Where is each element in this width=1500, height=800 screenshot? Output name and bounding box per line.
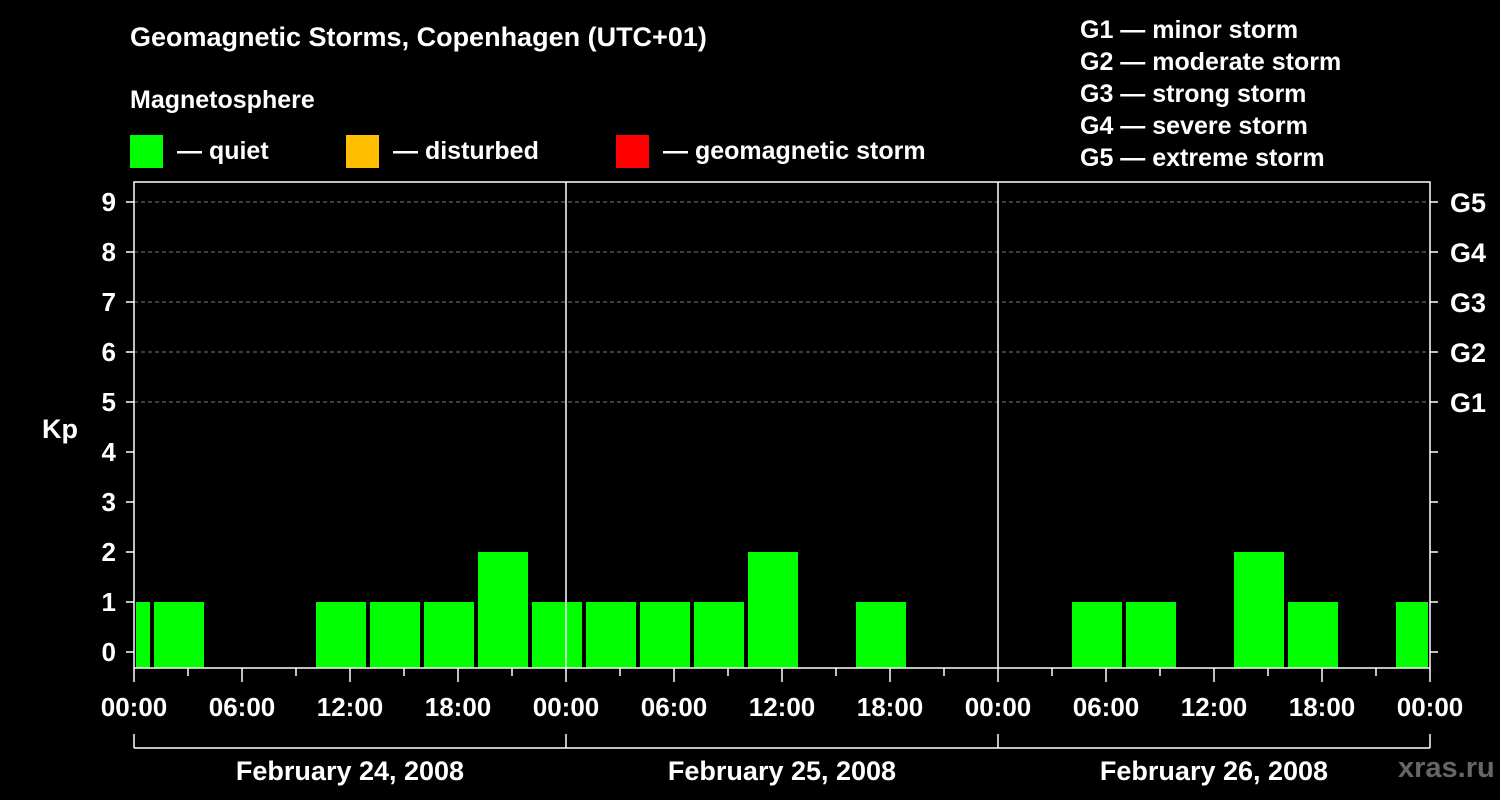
day-label: February 25, 2008	[668, 756, 896, 786]
kp-bar	[316, 602, 366, 668]
legend-swatch-storm	[616, 134, 649, 168]
legend-swatch-disturbed	[346, 134, 379, 168]
x-tick-label: 00:00	[965, 692, 1032, 722]
x-tick-label: 18:00	[857, 692, 924, 722]
x-tick-label: 00:00	[1397, 692, 1464, 722]
x-tick-label: 12:00	[1181, 692, 1248, 722]
g-level-label-g5: G5	[1450, 188, 1486, 218]
legend-label-storm: — geomagnetic storm	[663, 136, 926, 165]
y-tick-label: 4	[102, 437, 117, 467]
y-tick-label: 1	[102, 587, 116, 617]
y-tick-label: 2	[102, 537, 116, 567]
kp-bar	[424, 602, 474, 668]
x-tick-label: 06:00	[209, 692, 276, 722]
kp-bar	[586, 602, 636, 668]
storm-scale-legend: G1 — minor storm G2 — moderate storm G3 …	[1080, 14, 1341, 174]
x-tick-label: 12:00	[317, 692, 384, 722]
kp-bar	[532, 602, 582, 668]
y-tick-label: 6	[102, 337, 116, 367]
legend-label-quiet: — quiet	[177, 136, 269, 165]
legend-item-quiet: — quiet	[130, 134, 269, 168]
kp-bar	[154, 602, 204, 668]
kp-bar	[1396, 602, 1428, 668]
y-axis-label: Kp	[42, 414, 78, 444]
x-tick-label: 12:00	[749, 692, 816, 722]
kp-bar	[1072, 602, 1122, 668]
storm-scale-g1: G1 — minor storm	[1080, 16, 1299, 44]
kp-bar	[1234, 552, 1284, 668]
legend-swatch-quiet	[130, 134, 163, 168]
day-label: February 26, 2008	[1100, 756, 1328, 786]
y-tick-label: 5	[102, 387, 116, 417]
storm-scale-g2: G2 — moderate storm	[1080, 48, 1342, 76]
storm-scale-g3: G3 — strong storm	[1080, 80, 1307, 108]
kp-bar	[1126, 602, 1176, 668]
storm-scale-g5: G5 — extreme storm	[1080, 144, 1325, 172]
g-level-label-g4: G4	[1450, 238, 1486, 268]
legend-item-storm: — geomagnetic storm	[616, 134, 926, 168]
legend-item-disturbed: — disturbed	[346, 134, 539, 168]
y-tick-label: 7	[102, 287, 116, 317]
day-label: February 24, 2008	[236, 756, 464, 786]
y-tick-label: 8	[102, 237, 116, 267]
x-tick-label: 06:00	[641, 692, 708, 722]
watermark: xras.ru	[1398, 752, 1495, 784]
x-tick-label: 18:00	[425, 692, 492, 722]
kp-bar	[370, 602, 420, 668]
legend-label-disturbed: — disturbed	[393, 136, 539, 165]
kp-bar	[136, 602, 150, 668]
x-tick-label: 06:00	[1073, 692, 1140, 722]
chart-subtitle: Magnetosphere	[130, 86, 315, 114]
x-tick-label: 00:00	[101, 692, 168, 722]
g-level-label-g3: G3	[1450, 288, 1486, 318]
kp-bar	[478, 552, 528, 668]
x-tick-label: 18:00	[1289, 692, 1356, 722]
g-level-label-g2: G2	[1450, 338, 1486, 368]
kp-bar	[748, 552, 798, 668]
chart-title: Geomagnetic Storms, Copenhagen (UTC+01)	[130, 22, 707, 52]
y-tick-label: 0	[102, 637, 116, 667]
y-tick-label: 9	[102, 187, 116, 217]
storm-scale-g4: G4 — severe storm	[1080, 112, 1308, 140]
kp-bar	[856, 602, 906, 668]
kp-bar	[640, 602, 690, 668]
kp-bar	[694, 602, 744, 668]
kp-bar	[1288, 602, 1338, 668]
g-level-label-g1: G1	[1450, 388, 1486, 418]
y-tick-label: 3	[102, 487, 116, 517]
x-tick-label: 00:00	[533, 692, 600, 722]
